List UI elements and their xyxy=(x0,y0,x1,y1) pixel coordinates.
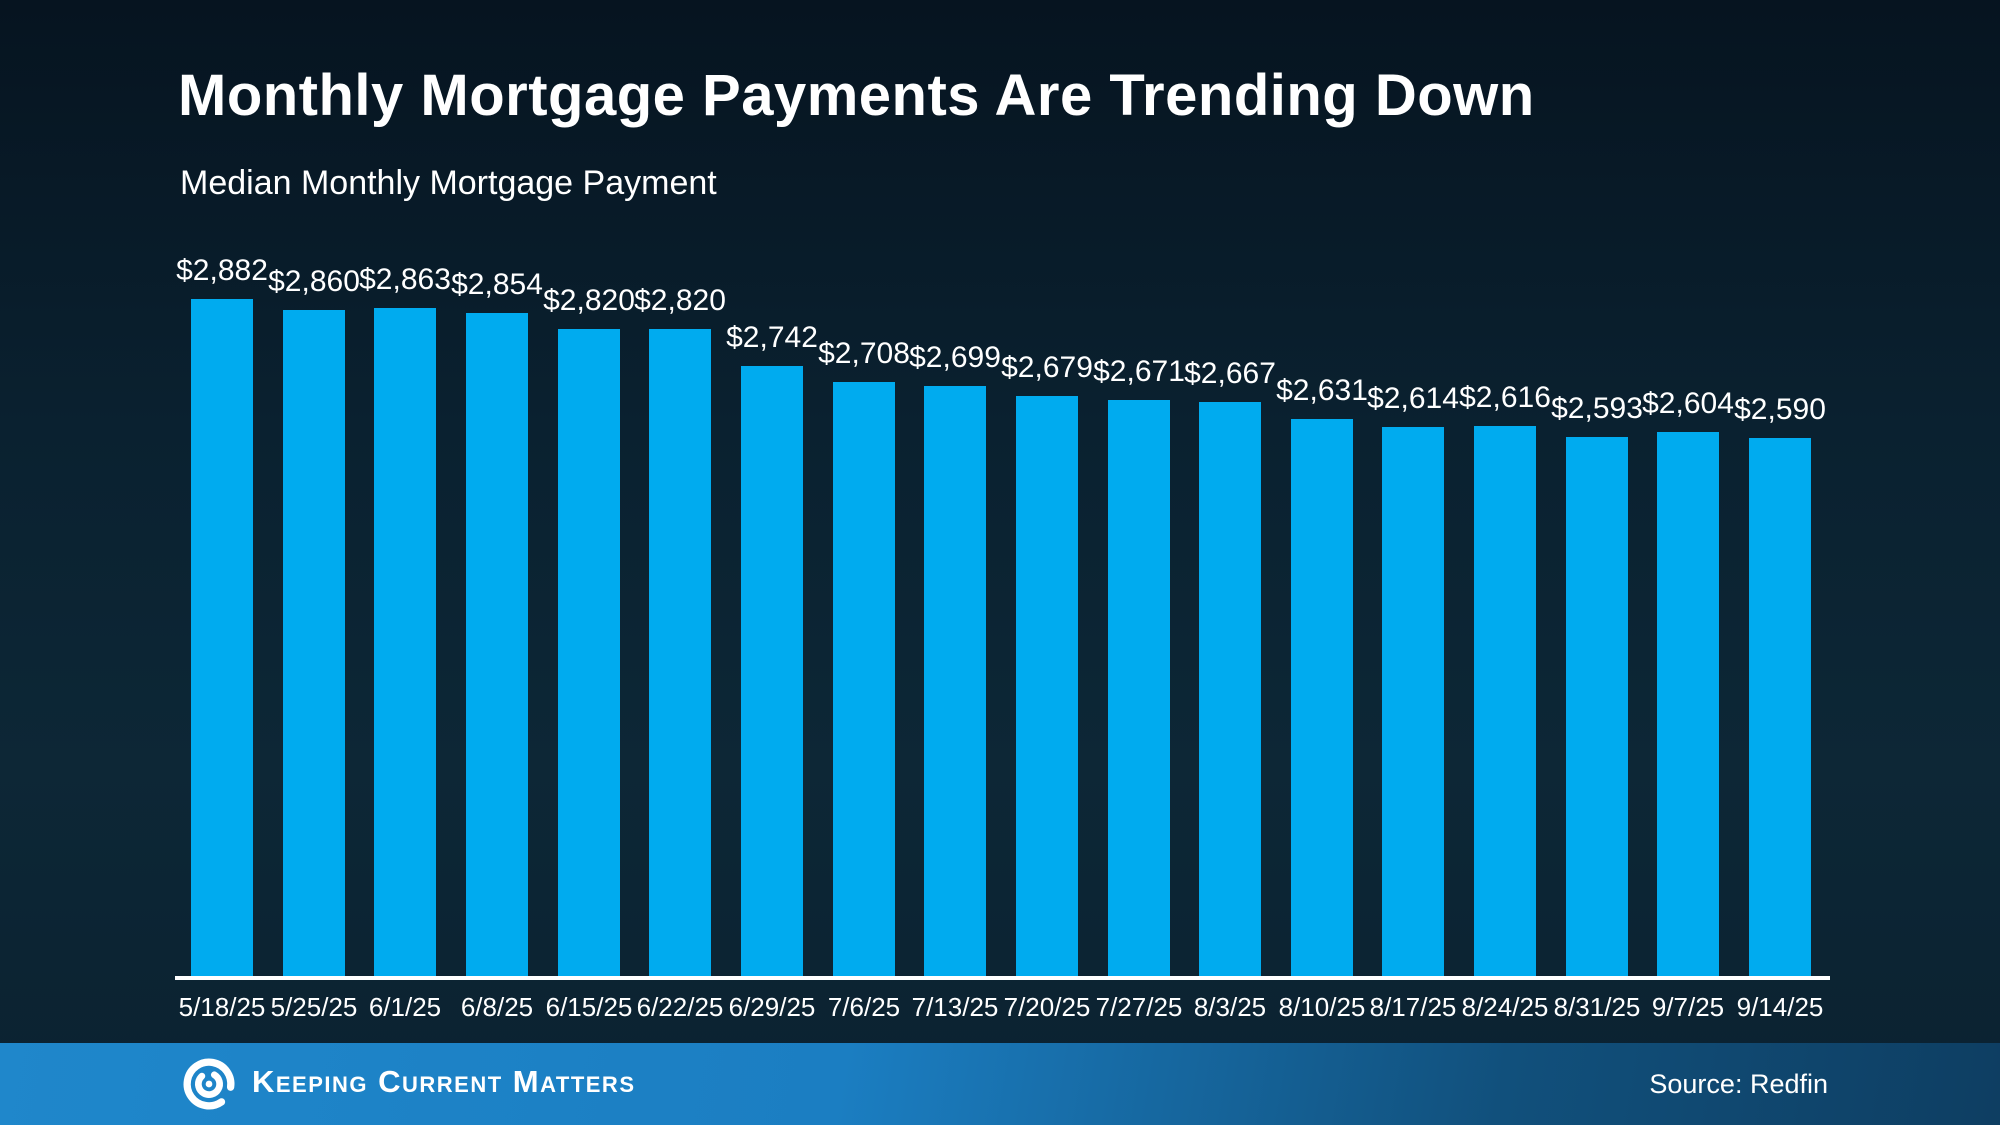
x-axis-label: 6/8/25 xyxy=(460,992,534,1022)
bar xyxy=(191,299,253,976)
bar xyxy=(283,310,345,976)
bar-value-label: $2,593 xyxy=(1551,392,1643,425)
bar xyxy=(924,386,986,976)
bar-value-label: $2,863 xyxy=(359,263,451,296)
bar xyxy=(1199,402,1261,976)
x-axis-label: 9/7/25 xyxy=(1651,992,1725,1022)
x-axis-label: 8/24/25 xyxy=(1461,992,1549,1022)
bar-value-label: $2,590 xyxy=(1734,393,1826,426)
bar-value-label: $2,820 xyxy=(543,284,635,317)
brand-lockup: Keeping Current Matters xyxy=(181,1043,636,1125)
bar-value-label: $2,742 xyxy=(726,321,818,354)
bar xyxy=(1474,426,1536,976)
footer-bar: Keeping Current Matters Source: Redfin xyxy=(0,1043,2000,1125)
x-axis-label: 5/25/25 xyxy=(270,992,358,1022)
bar xyxy=(649,329,711,976)
x-axis-label: 6/29/25 xyxy=(728,992,816,1022)
x-axis-label: 7/13/25 xyxy=(911,992,999,1022)
x-axis-label: 7/20/25 xyxy=(1003,992,1091,1022)
x-axis-label: 8/10/25 xyxy=(1278,992,1366,1022)
bar-value-label: $2,860 xyxy=(268,265,360,298)
chart-subtitle: Median Monthly Mortgage Payment xyxy=(180,164,717,202)
bar-value-label: $2,616 xyxy=(1459,381,1551,414)
x-axis-label: 8/3/25 xyxy=(1193,992,1267,1022)
bar-value-label: $2,679 xyxy=(1001,351,1093,384)
bar xyxy=(1566,437,1628,976)
x-axis-baseline xyxy=(175,976,1830,980)
bar xyxy=(1108,400,1170,976)
kcm-swirl-icon xyxy=(183,1058,235,1110)
x-axis-label: 7/27/25 xyxy=(1095,992,1183,1022)
bar xyxy=(558,329,620,976)
bar-value-label: $2,708 xyxy=(818,337,910,370)
x-axis-label: 8/17/25 xyxy=(1369,992,1457,1022)
brand-name: Keeping Current Matters xyxy=(252,1064,636,1099)
bar-value-label: $2,671 xyxy=(1093,355,1185,388)
bar-value-label: $2,699 xyxy=(909,341,1001,374)
x-axis-label: 6/15/25 xyxy=(545,992,633,1022)
bar-value-label: $2,854 xyxy=(451,268,543,301)
x-axis-label: 9/14/25 xyxy=(1736,992,1824,1022)
bar xyxy=(833,382,895,976)
bar xyxy=(1657,432,1719,976)
bar-value-label: $2,631 xyxy=(1276,374,1368,407)
bar-value-label: $2,882 xyxy=(176,254,268,287)
bar-value-label: $2,820 xyxy=(634,284,726,317)
x-axis-label: 8/31/25 xyxy=(1553,992,1641,1022)
bar xyxy=(1016,396,1078,976)
x-axis-label: 6/1/25 xyxy=(368,992,442,1022)
chart-title: Monthly Mortgage Payments Are Trending D… xyxy=(178,63,1535,128)
bar xyxy=(741,366,803,976)
bar xyxy=(1749,438,1811,976)
bar-value-label: $2,614 xyxy=(1367,382,1459,415)
bar-value-label: $2,604 xyxy=(1642,387,1734,420)
bar xyxy=(374,308,436,976)
x-axis-label: 5/18/25 xyxy=(178,992,266,1022)
bar xyxy=(1382,427,1444,976)
source-credit: Source: Redfin xyxy=(1649,1068,1828,1099)
bar xyxy=(1291,419,1353,976)
bar-value-label: $2,667 xyxy=(1184,357,1276,390)
x-axis-label: 7/6/25 xyxy=(827,992,901,1022)
bar xyxy=(466,313,528,976)
x-axis-label: 6/22/25 xyxy=(636,992,724,1022)
